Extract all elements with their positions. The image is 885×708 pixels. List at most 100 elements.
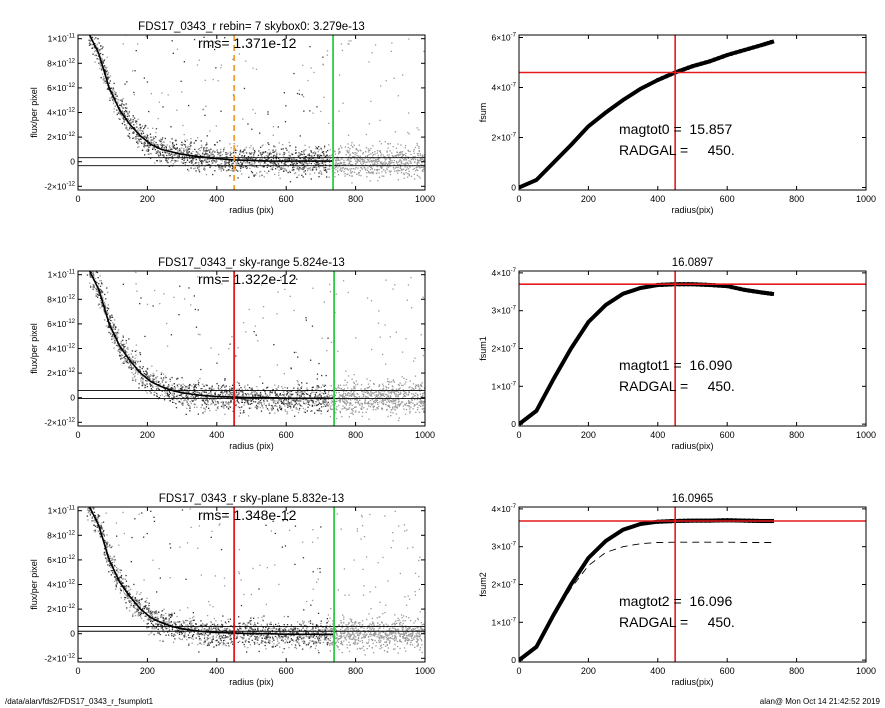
x-tick-label: 1000 [856,430,876,440]
x-axis-label: radius (pix) [229,205,274,215]
y-tick-label: 0 [70,629,75,639]
x-tick-label: 800 [789,666,804,676]
x-axis-label: radius(pix) [671,677,713,687]
x-tick-label: 0 [516,430,521,440]
x-tick-label: 600 [279,666,294,676]
panel-6: 0 200 400 600 800 1000 4×10-7 3×10-7 2×10-7 1×10-… [478,493,876,687]
y-tick-label: -2×10-12 [44,417,75,427]
y-tick-label: 0 [70,393,75,403]
y-tick-label: 6×10-12 [47,319,75,329]
y-axis-label: fsum2 [478,572,488,597]
x-tick-label: 1000 [415,430,435,440]
x-tick-label: 0 [75,194,80,204]
y-tick-label: 4×10-12 [47,108,75,118]
x-tick-label: 800 [348,666,363,676]
y-axis-label: fsum [478,103,488,123]
panel-2: 0 200 400 600 800 1000 6×10-7 4×10-7 2×10-7 0 radi… [478,33,876,216]
x-tick-label: 400 [209,666,224,676]
y-tick-label: 2×10-7 [492,133,517,143]
chart-title: FDS17_0343_r sky-plane 5.832e-13 [159,493,344,505]
y-tick-label: 6×10-12 [47,83,75,93]
y-tick-label: 1×10-11 [48,270,76,280]
x-tick-label: 800 [789,194,804,204]
y-tick-label: 8×10-12 [47,530,75,540]
x-tick-label: 200 [140,430,155,440]
x-tick-label: 400 [650,194,665,204]
x-axis-label: radius (pix) [229,441,274,451]
chart-title: 16.0965 [672,493,714,505]
y-tick-label: 3×10-7 [492,306,517,316]
x-axis-label: radius(pix) [671,205,713,215]
y-tick-label: 1×10-11 [48,34,76,44]
plot-area [78,271,425,426]
y-tick-label: 0 [511,419,516,429]
x-tick-label: 600 [279,430,294,440]
y-axis-label: flux/per pixel [29,323,39,374]
x-tick-label: 600 [279,194,294,204]
plot-area [519,35,866,190]
y-axis-label: fsum1 [478,336,488,361]
y-tick-label: 6×10-12 [47,555,75,565]
y-tick-label: 0 [511,655,516,665]
plot-area [78,507,425,662]
y-tick-label: 4×10-7 [492,268,517,278]
radgal-annotation: RADGAL = 450. [619,378,735,394]
radgal-annotation: RADGAL = 450. [619,614,735,630]
x-tick-label: 600 [720,666,735,676]
profile-line [88,507,333,636]
y-tick-label: 2×10-12 [47,368,75,378]
plot-area [519,507,866,662]
x-tick-label: 0 [75,666,80,676]
magtot-annotation: magtot0 = 15.857 [619,121,732,137]
x-tick-label: 0 [516,666,521,676]
x-tick-label: 200 [140,666,155,676]
chart-title: FDS17_0343_r sky-range 5.824e-13 [158,257,345,269]
x-tick-label: 200 [581,666,596,676]
x-tick-label: 200 [140,194,155,204]
y-tick-label: 4×10-7 [492,504,517,514]
y-tick-label: 2×10-12 [47,132,75,142]
magtot-annotation: magtot2 = 16.096 [619,593,732,609]
plot-area [78,35,425,190]
x-tick-label: 1000 [415,194,435,204]
y-tick-label: 2×10-7 [492,580,517,590]
series-line-1 [519,282,775,426]
magtot-annotation: magtot1 = 16.090 [619,357,732,373]
panel-1: 0 200 400 600 800 1000 1×10-11 8×10-12 6×10-12 4×… [29,21,435,215]
plot-frame [77,270,426,427]
x-tick-label: 1000 [415,666,435,676]
y-axis-label: flux/per pixel [29,87,39,138]
series-line-1 [519,39,775,190]
x-tick-label: 200 [581,194,596,204]
y-axis-label: flux/per pixel [29,559,39,610]
x-tick-label: 800 [348,194,363,204]
x-tick-label: 0 [516,194,521,204]
x-tick-label: 600 [720,430,735,440]
y-tick-label: 8×10-12 [47,294,75,304]
profile-line [88,271,333,400]
y-tick-label: 1×10-7 [492,617,517,627]
y-tick-label: 4×10-12 [47,344,75,354]
x-tick-label: 1000 [856,194,876,204]
series-line-1 [519,518,774,662]
panel-3: 0 200 400 600 800 1000 1×10-11 8×10-12 6×10-12 4×… [29,257,435,451]
x-tick-label: 0 [75,430,80,440]
x-axis-label: radius(pix) [671,441,713,451]
y-tick-label: 1×10-11 [48,506,76,516]
y-tick-label: 0 [511,183,516,193]
x-tick-label: 400 [650,666,665,676]
rms-annotation: rms= 1.348e-12 [198,507,297,523]
chart-title: 16.0897 [672,257,714,269]
y-tick-label: 2×10-7 [492,344,517,354]
x-axis-label: radius (pix) [229,677,274,687]
x-tick-label: 800 [348,430,363,440]
rms-annotation: rms= 1.371e-12 [198,35,297,51]
y-tick-label: 6×10-7 [492,33,517,43]
footer-timestamp: alan@ Mon Oct 14 21:42:52 2019 [759,697,880,706]
x-tick-label: 200 [581,430,596,440]
scatter-points [86,507,425,656]
y-tick-label: 8×10-12 [47,58,75,68]
y-tick-label: 3×10-7 [492,542,517,552]
plot-area [519,271,866,426]
